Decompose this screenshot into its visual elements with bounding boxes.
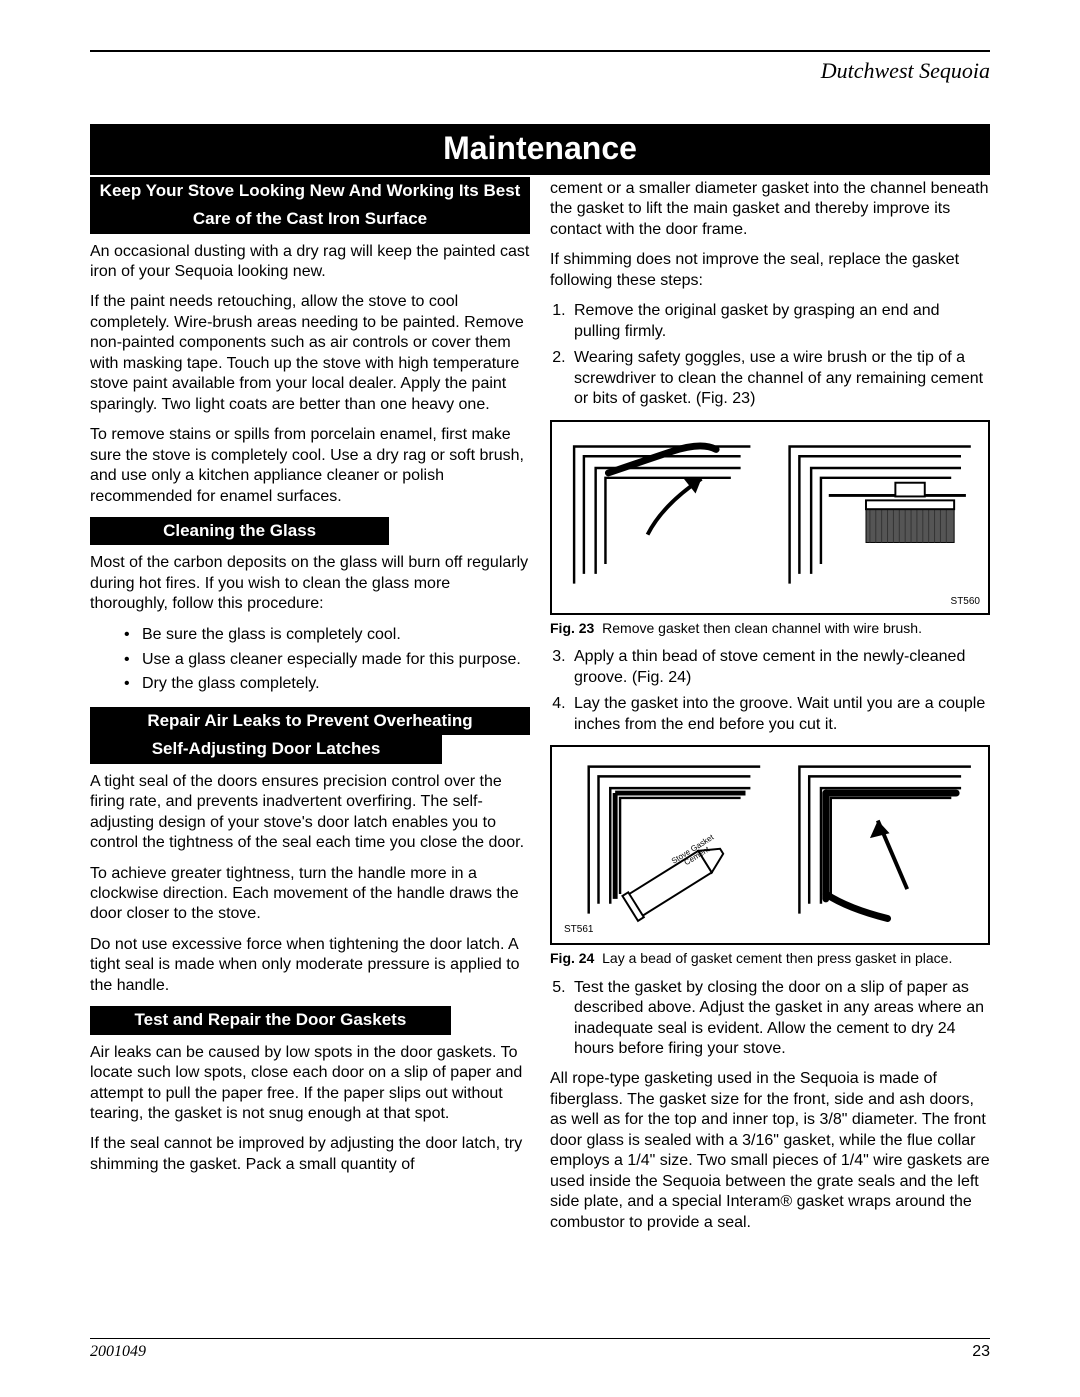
figure-23-box: ST560 [550,420,990,615]
heading-test-repair-gaskets: Test and Repair the Door Gaskets [90,1006,451,1034]
steps-list-2: Apply a thin bead of stove cement in the… [570,647,990,735]
fig23-caption: Fig. 23 Remove gasket then clean channel… [550,620,990,638]
para-cement-channel: cement or a smaller diameter gasket into… [550,179,990,240]
para-air-leaks: Air leaks can be caused by low spots in … [90,1043,530,1125]
para-shimming-intro: If the seal cannot be improved by adjust… [90,1134,530,1175]
para-replace-gasket-intro: If shimming does not improve the seal, r… [550,250,990,291]
bullet-item: Use a glass cleaner especially made for … [142,650,530,671]
para-glass-intro: Most of the carbon deposits on the glass… [90,553,530,614]
heading-repair-air-leaks: Repair Air Leaks to Prevent Overheating [90,707,530,735]
para-paint-retouch: If the paint needs retouching, allow the… [90,292,530,415]
figure-23-svg [552,422,988,613]
doc-number: 2001049 [90,1343,146,1361]
glass-steps-list: Be sure the glass is completely cool. Us… [142,625,530,695]
bullet-item: Dry the glass completely. [142,674,530,695]
para-dusting: An occasional dusting with a dry rag wil… [90,242,530,283]
right-column: cement or a smaller diameter gasket into… [550,177,990,1243]
heading-cleaning-glass: Cleaning the Glass [90,517,389,545]
para-porcelain-stains: To remove stains or spills from porcelai… [90,425,530,507]
heading-cast-iron-care: Care of the Cast Iron Surface [90,205,530,233]
step-item: Wearing safety goggles, use a wire brush… [570,348,990,409]
heading-keep-looking-new: Keep Your Stove Looking New And Working … [90,177,530,205]
para-no-excessive-force: Do not use excessive force when tighteni… [90,935,530,996]
step-item: Apply a thin bead of stove cement in the… [570,647,990,688]
para-tight-seal: A tight seal of the doors ensures precis… [90,772,530,854]
fig24-caption: Fig. 24 Lay a bead of gasket cement then… [550,950,990,968]
heading-self-adjusting-latches: Self-Adjusting Door Latches [90,735,442,763]
step-item: Lay the gasket into the groove. Wait unt… [570,694,990,735]
para-gasket-sizes: All rope-type gasketing used in the Sequ… [550,1069,990,1233]
content-columns: Keep Your Stove Looking New And Working … [90,177,990,1243]
brand-name: Dutchwest Sequoia [90,58,990,84]
fig23-code: ST560 [951,596,980,607]
page-footer: 2001049 23 [90,1338,990,1361]
fig24-code: ST561 [564,924,593,935]
page-title: Maintenance [90,124,990,175]
step-item: Remove the original gasket by grasping a… [570,301,990,342]
bullet-item: Be sure the glass is completely cool. [142,625,530,646]
left-column: Keep Your Stove Looking New And Working … [90,177,530,1243]
header-rule [90,50,990,52]
figure-24-svg [552,747,988,943]
step-item: Test the gasket by closing the door on a… [570,978,990,1060]
para-greater-tightness: To achieve greater tightness, turn the h… [90,864,530,925]
figure-24-box: ST561 Stove Gasket Cement [550,745,990,945]
steps-list-1: Remove the original gasket by grasping a… [570,301,990,409]
page-number: 23 [972,1343,990,1361]
steps-list-3: Test the gasket by closing the door on a… [570,978,990,1060]
